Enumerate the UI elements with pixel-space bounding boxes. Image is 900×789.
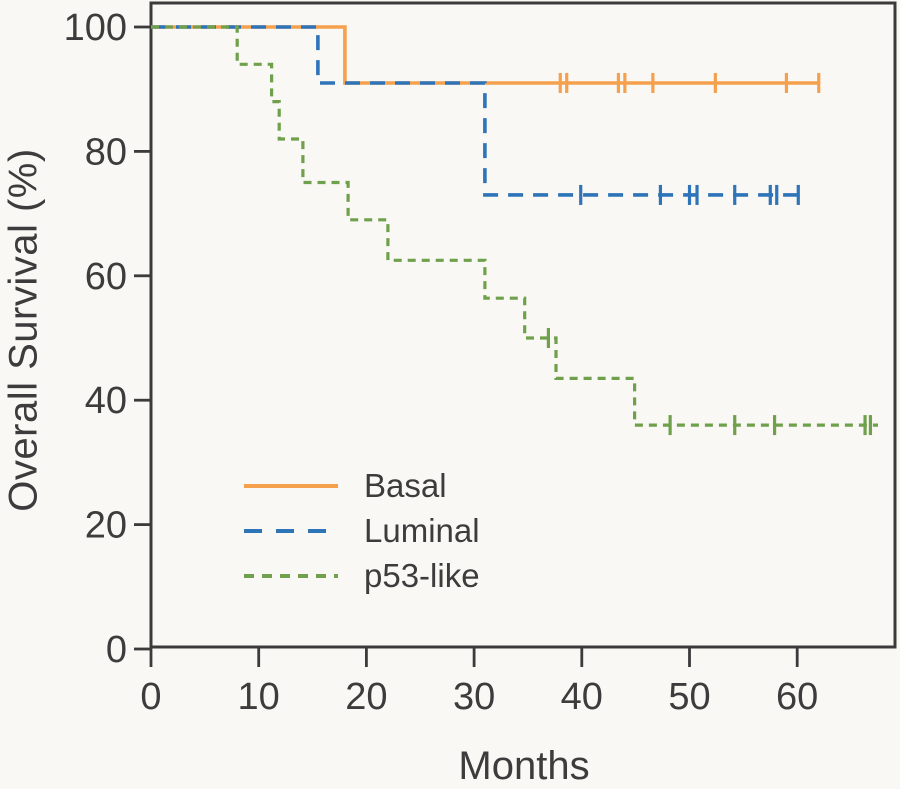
legend-label-basal: Basal	[364, 466, 447, 504]
x-tick-label: 60	[776, 676, 818, 718]
legend-label-luminal: Luminal	[364, 511, 480, 549]
x-tick-label: 30	[453, 676, 495, 718]
x-tick-label: 40	[561, 676, 603, 718]
y-tick-label: 100	[64, 7, 127, 49]
series-basal	[151, 25, 821, 93]
y-tick-label: 40	[85, 380, 127, 422]
legend-line-luminal-icon	[244, 528, 338, 533]
legend-line-basal-icon	[244, 483, 338, 488]
legend-item-p53-like: p53-like	[243, 553, 480, 598]
y-tick-label: 20	[85, 505, 127, 547]
legend-item-luminal: Luminal	[243, 508, 480, 553]
legend-item-basal: Basal	[243, 463, 480, 508]
x-tick-label: 20	[345, 676, 387, 718]
y-tick-label: 0	[106, 629, 127, 671]
x-tick-label: 50	[668, 676, 710, 718]
legend-label-p53-like: p53-like	[364, 556, 480, 594]
y-axis: 0 20 40 60 80 100	[64, 7, 150, 671]
series-p53-like	[151, 25, 878, 436]
series-line-basal	[151, 25, 819, 85]
y-axis-title: Overall Survival (%)	[1, 148, 46, 512]
x-tick-label: 10	[238, 676, 280, 718]
x-axis: 0 10 20 30 40 50 60	[140, 647, 818, 718]
x-axis-title: Months	[458, 744, 590, 788]
y-tick-label: 60	[85, 256, 127, 298]
series-line-p53-like	[151, 25, 878, 427]
y-tick-label: 80	[85, 131, 127, 173]
plot-frame	[149, 1, 897, 649]
legend: Basal Luminal p53-like	[243, 463, 480, 598]
series-luminal	[151, 25, 806, 205]
legend-line-p53-like-icon	[244, 573, 338, 578]
x-tick-label: 0	[140, 676, 161, 718]
series-line-luminal	[151, 25, 806, 197]
